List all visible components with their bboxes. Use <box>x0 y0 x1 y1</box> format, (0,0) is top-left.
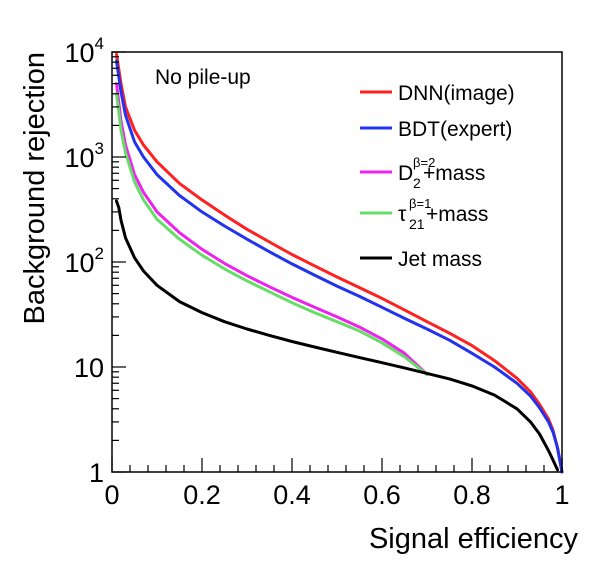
series-line-3 <box>115 92 429 376</box>
legend-label-2: D <box>398 162 413 185</box>
legend-rest-3: +mass <box>426 203 488 226</box>
y-axis-title: Background rejection <box>19 52 51 324</box>
x-tick-label: 0 <box>104 480 119 510</box>
y-tick-label: 104 <box>64 34 104 68</box>
x-tick-label: 0.2 <box>183 480 221 510</box>
y-tick-label: 102 <box>64 244 104 278</box>
legend-label-3: τ <box>398 203 407 226</box>
legend-sub-3: 21 <box>409 216 425 232</box>
series-line-0 <box>115 52 564 474</box>
ticks-layer <box>111 51 563 473</box>
x-axis-title: Signal efficiency <box>369 523 579 555</box>
series-line-4 <box>115 199 559 472</box>
x-tick-label: 0.6 <box>363 480 401 510</box>
tick-labels-layer: 0 0.2 0.4 0.6 0.8 1 1 10 102 103 104 <box>64 34 569 510</box>
x-tick-label: 1 <box>554 480 569 510</box>
y-tick-label: 10 <box>74 353 104 383</box>
legend-sup-2: β=2 <box>413 155 435 170</box>
annotation-text: No pile-up <box>155 66 251 89</box>
x-tick-label: 0.8 <box>453 480 491 510</box>
legend-rest-2: +mass <box>423 162 485 185</box>
legend-label-4: Jet mass <box>398 248 482 271</box>
y-tick-label: 103 <box>64 139 104 173</box>
curves-layer <box>115 52 564 474</box>
legend-sup-3: β=1 <box>409 196 431 211</box>
legend-label-0: DNN(image) <box>398 82 515 105</box>
series-line-1 <box>115 59 564 474</box>
y-tick-label: 1 <box>89 458 104 488</box>
legend-sub-2: 2 <box>413 175 421 191</box>
legend-label-1: BDT(expert) <box>398 118 512 141</box>
x-tick-label: 0.4 <box>273 480 311 510</box>
series-line-2 <box>115 82 429 376</box>
